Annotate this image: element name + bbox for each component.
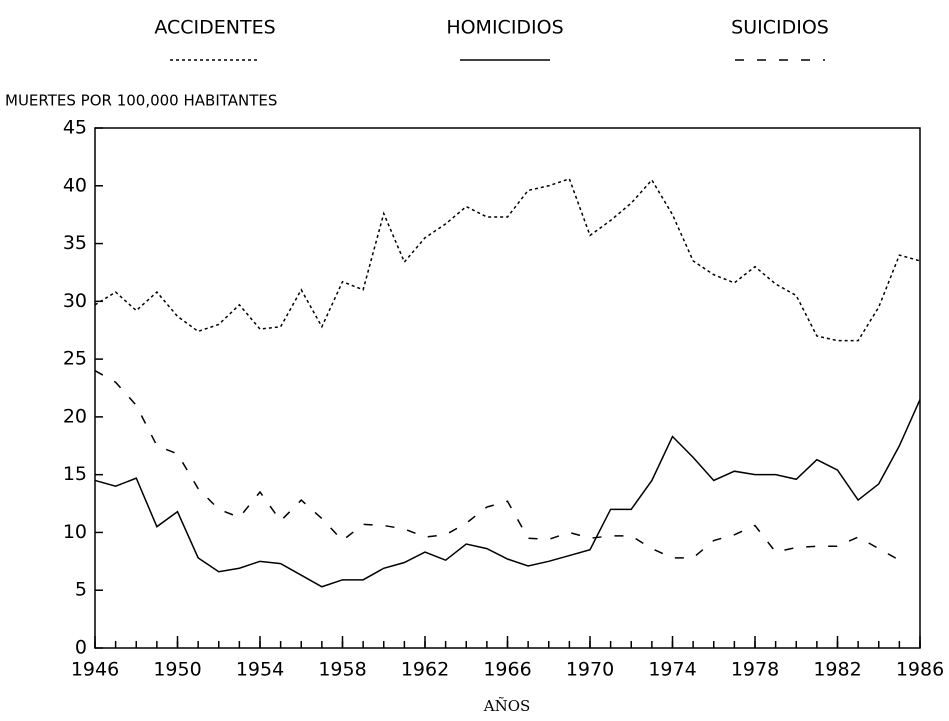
- x-tick-label: 1986: [896, 659, 944, 681]
- x-tick-label: 1970: [566, 659, 614, 681]
- y-tick-label: 25: [63, 348, 87, 370]
- y-tick-label: 35: [63, 232, 87, 254]
- legend-label: HOMICIDIOS: [446, 17, 563, 39]
- x-axis-label: AÑOS: [483, 697, 531, 715]
- y-tick-label: 15: [63, 463, 87, 485]
- x-tick-label: 1966: [483, 659, 531, 681]
- y-tick-label: 40: [63, 174, 87, 196]
- y-tick-label: 5: [75, 579, 87, 601]
- y-tick-label: 0: [75, 637, 87, 659]
- x-tick-label: 1958: [318, 659, 366, 681]
- series-line: [94, 399, 921, 588]
- series-line: [94, 177, 921, 342]
- legend-label: ACCIDENTES: [154, 17, 275, 39]
- plot-frame: [94, 127, 921, 649]
- y-tick-label: 20: [63, 405, 87, 427]
- y-axis-label: MUERTES POR 100,000 HABITANTES: [5, 92, 277, 110]
- x-tick-label: 1950: [153, 659, 201, 681]
- legend-label: SUICIDIOS: [731, 17, 829, 39]
- y-tick-label: 30: [63, 290, 87, 312]
- y-tick-label: 10: [63, 521, 87, 543]
- y-tick-label: 45: [63, 117, 87, 139]
- series-line: [94, 370, 900, 561]
- x-tick-label: 1954: [236, 659, 284, 681]
- x-tick-label: 1982: [813, 659, 861, 681]
- x-tick-label: 1946: [71, 659, 119, 681]
- x-tick-label: 1978: [731, 659, 779, 681]
- x-tick-label: 1974: [648, 659, 696, 681]
- x-tick-label: 1962: [401, 659, 449, 681]
